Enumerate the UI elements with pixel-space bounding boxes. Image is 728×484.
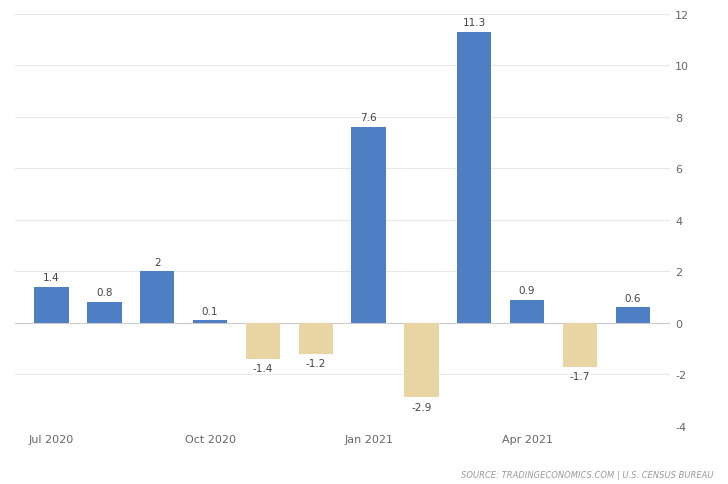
Bar <box>246 323 280 359</box>
Text: 1.4: 1.4 <box>43 272 60 283</box>
Text: -1.2: -1.2 <box>306 359 326 368</box>
Bar <box>404 323 438 398</box>
Text: 0.8: 0.8 <box>96 288 113 298</box>
Text: 0.9: 0.9 <box>519 286 535 295</box>
Text: 2: 2 <box>154 257 161 267</box>
Text: 11.3: 11.3 <box>462 18 486 28</box>
Bar <box>298 323 333 354</box>
Bar <box>457 32 491 323</box>
Text: -1.4: -1.4 <box>253 363 273 374</box>
Bar <box>510 300 545 323</box>
Bar <box>352 128 386 323</box>
Text: 7.6: 7.6 <box>360 113 377 123</box>
Text: 0.1: 0.1 <box>202 306 218 316</box>
Bar <box>193 320 227 323</box>
Bar <box>87 302 122 323</box>
Bar <box>563 323 597 367</box>
Text: 0.6: 0.6 <box>625 293 641 303</box>
Bar <box>616 308 650 323</box>
Bar <box>140 272 175 323</box>
Text: -2.9: -2.9 <box>411 402 432 412</box>
Text: SOURCE: TRADINGECONOMICS.COM | U.S. CENSUS BUREAU: SOURCE: TRADINGECONOMICS.COM | U.S. CENS… <box>461 470 713 479</box>
Text: -1.7: -1.7 <box>570 371 590 381</box>
Bar <box>34 287 68 323</box>
